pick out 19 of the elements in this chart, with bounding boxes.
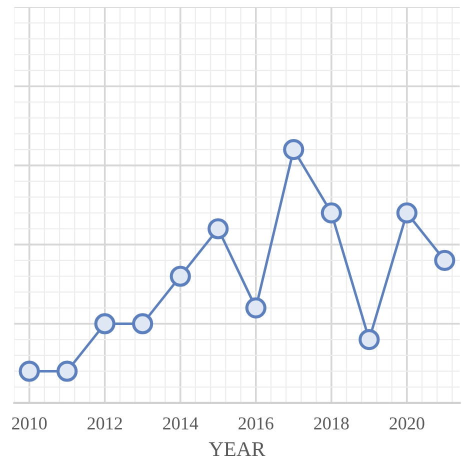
point <box>358 329 380 350</box>
x-tick-label: 2012 <box>88 417 122 430</box>
point <box>245 297 266 318</box>
point <box>132 313 154 334</box>
x-tick-label: 2014 <box>163 417 198 430</box>
x-tick-label: 2010 <box>12 417 47 430</box>
point <box>396 202 418 224</box>
point <box>208 218 229 240</box>
x-tick-label: 2018 <box>314 417 349 430</box>
point <box>18 360 40 382</box>
point <box>320 202 342 224</box>
x-tick-label: 2016 <box>238 417 274 430</box>
point <box>283 139 304 160</box>
point <box>170 266 191 287</box>
point <box>56 360 78 382</box>
point <box>434 250 456 271</box>
point <box>94 313 116 334</box>
x-axis-title: YEAR <box>208 442 266 456</box>
x-tick-label: 2020 <box>390 417 424 430</box>
